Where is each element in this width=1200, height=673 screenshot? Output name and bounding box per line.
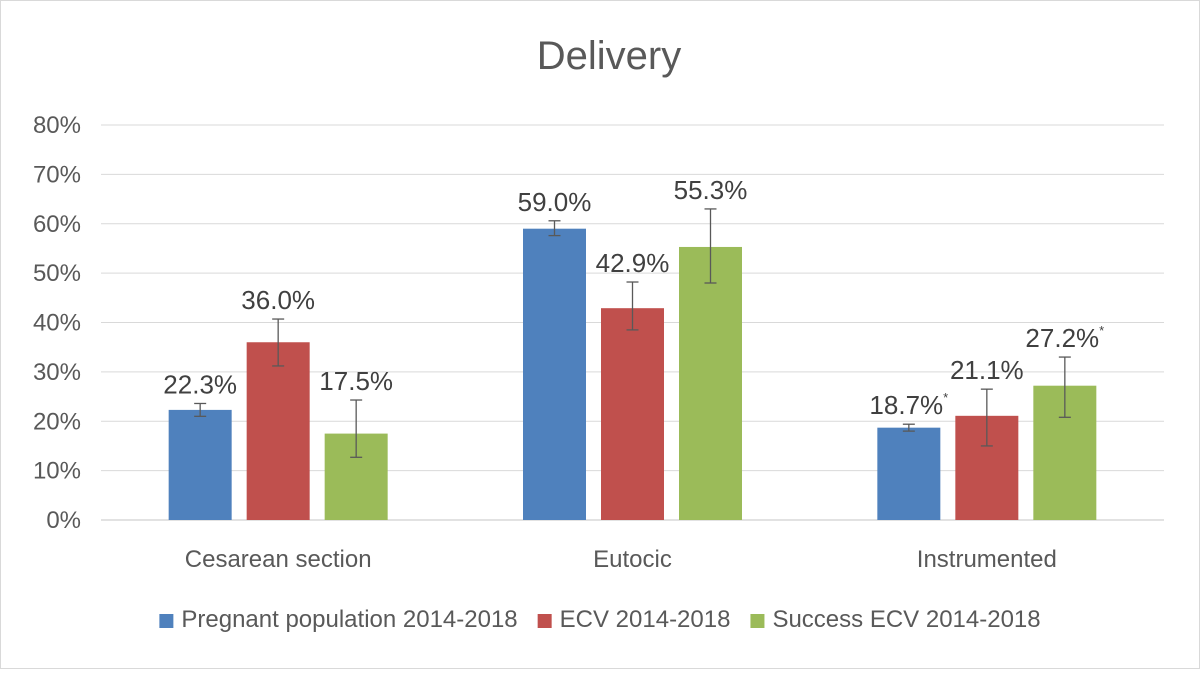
data-label-marker: * xyxy=(943,390,948,405)
bar xyxy=(877,427,941,520)
category-label: Eutocic xyxy=(593,546,672,573)
error-bar xyxy=(902,423,915,432)
data-label-value: 27.2% xyxy=(1025,323,1099,353)
legend-label: ECV 2014-2018 xyxy=(560,606,731,633)
data-label: 22.3% xyxy=(163,369,237,399)
error-bar xyxy=(350,399,363,458)
data-label: 42.9% xyxy=(596,248,670,278)
error-bar xyxy=(194,402,207,417)
y-tick-label: 20% xyxy=(33,408,81,435)
y-tick-label: 40% xyxy=(33,310,81,337)
data-label-value: 55.3% xyxy=(674,175,748,205)
bar xyxy=(679,246,742,521)
error-bar xyxy=(980,388,993,447)
data-label-value: 17.5% xyxy=(319,366,393,396)
bar xyxy=(168,409,232,520)
legend-item: ECV 2014-2018 xyxy=(537,606,731,633)
bar xyxy=(601,308,664,520)
data-label: 21.1% xyxy=(950,355,1024,385)
legend-item: Pregnant population 2014-2018 xyxy=(159,606,518,633)
legend-swatch xyxy=(159,614,174,628)
data-label: 55.3% xyxy=(674,175,748,205)
data-label-value: 36.0% xyxy=(241,285,315,315)
data-label-value: 42.9% xyxy=(596,248,670,278)
y-tick-label: 70% xyxy=(33,161,81,188)
data-label-value: 18.7% xyxy=(869,390,943,420)
bar xyxy=(246,342,310,520)
legend-swatch xyxy=(537,614,552,628)
legend-label: Pregnant population 2014-2018 xyxy=(181,606,517,633)
data-label: 36.0% xyxy=(241,285,315,315)
legend-item: Success ECV 2014-2018 xyxy=(750,606,1041,633)
error-bar xyxy=(1058,356,1071,418)
data-label-value: 21.1% xyxy=(950,355,1024,385)
category-label: Cesarean section xyxy=(185,546,372,573)
data-label: 18.7%* xyxy=(869,390,948,420)
bar xyxy=(523,228,586,520)
data-label: 59.0% xyxy=(518,187,592,217)
error-bar xyxy=(704,208,717,284)
chart-title: Delivery xyxy=(537,34,681,78)
legend-label: Success ECV 2014-2018 xyxy=(772,606,1040,633)
data-label: 17.5% xyxy=(319,366,393,396)
y-tick-label: 30% xyxy=(33,359,81,386)
data-label-value: 22.3% xyxy=(163,369,237,399)
y-tick-label: 10% xyxy=(33,458,81,485)
data-label-marker: * xyxy=(1099,323,1104,338)
y-tick-label: 0% xyxy=(46,507,81,534)
error-bar xyxy=(548,220,561,237)
category-label: Instrumented xyxy=(917,546,1057,573)
error-bar xyxy=(272,318,285,367)
y-tick-label: 80% xyxy=(33,112,81,139)
legend-swatch xyxy=(750,614,765,628)
data-label: 27.2%* xyxy=(1025,323,1104,353)
y-tick-label: 50% xyxy=(33,260,81,287)
error-bar xyxy=(626,281,639,331)
y-tick-label: 60% xyxy=(33,211,81,238)
data-label-value: 59.0% xyxy=(518,187,592,217)
